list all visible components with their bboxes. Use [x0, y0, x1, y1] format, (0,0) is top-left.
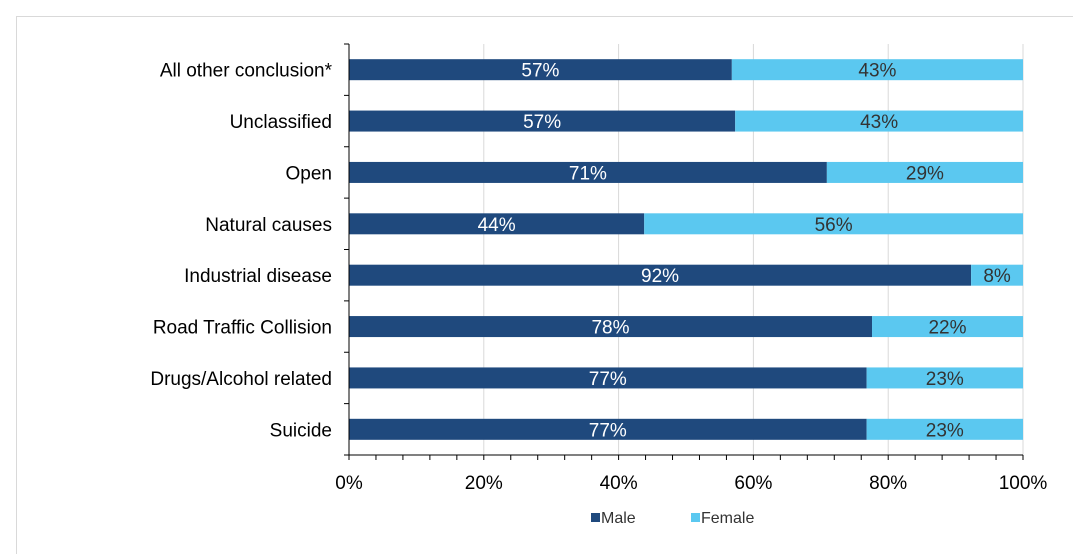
data-label: 23% [926, 369, 964, 390]
legend-label-male: Male [601, 510, 636, 527]
data-label: 44% [478, 215, 516, 236]
bar-male-1 [349, 110, 736, 132]
data-label: 56% [815, 215, 853, 236]
data-label: 57% [523, 112, 561, 133]
bar-male-4 [349, 264, 972, 286]
data-label: 22% [928, 318, 966, 339]
data-label: 71% [569, 163, 607, 184]
category-label: Road Traffic Collision [153, 318, 332, 339]
category-label: Suicide [270, 420, 332, 441]
data-label: 77% [589, 369, 627, 390]
bar-female-2 [826, 161, 1023, 183]
bars [349, 59, 1023, 440]
data-label: 43% [860, 112, 898, 133]
bar-male-3 [349, 213, 645, 235]
x-tick-label: 100% [999, 473, 1048, 494]
chart-frame [16, 16, 1073, 554]
bar-male-6 [349, 367, 867, 389]
category-label: Drugs/Alcohol related [150, 369, 332, 390]
category-label: Unclassified [230, 112, 332, 133]
bar-female-3 [644, 213, 1023, 235]
bar-male-0 [349, 59, 732, 81]
bar-female-0 [731, 59, 1023, 81]
category-label: Open [286, 163, 332, 184]
data-label: 57% [521, 61, 559, 82]
data-label: 77% [589, 420, 627, 441]
labels: 57% 43% All other conclusion* 57% 43% Unclass… [150, 61, 1047, 494]
data-label: 8% [983, 266, 1011, 287]
axes [344, 43, 1024, 460]
data-label: 23% [926, 420, 964, 441]
data-label: 29% [906, 163, 944, 184]
bar-female-7 [866, 418, 1023, 440]
bar-female-6 [866, 367, 1023, 389]
bar-female-4 [971, 264, 1023, 286]
x-tick-label: 0% [335, 473, 363, 494]
x-tick-label: 40% [600, 473, 638, 494]
bar-male-5 [349, 316, 873, 338]
legend-swatch-male [591, 513, 600, 522]
gridlines [483, 44, 1024, 455]
bar-male-7 [349, 418, 867, 440]
category-label: All other conclusion* [160, 61, 333, 82]
x-tick-label: 20% [465, 473, 503, 494]
data-label: 92% [641, 266, 679, 287]
data-label: 43% [858, 61, 896, 82]
category-label: Natural causes [205, 215, 332, 236]
legend-swatch-female [691, 513, 700, 522]
legend-label-female: Female [701, 510, 754, 527]
data-label: 78% [591, 318, 629, 339]
x-tick-label: 80% [869, 473, 907, 494]
category-label: Industrial disease [184, 266, 332, 287]
legend: Male Female [591, 510, 754, 527]
bar-female-5 [872, 316, 1023, 338]
bar-female-1 [735, 110, 1023, 132]
bar-male-2 [349, 161, 827, 183]
x-tick-label: 60% [734, 473, 772, 494]
